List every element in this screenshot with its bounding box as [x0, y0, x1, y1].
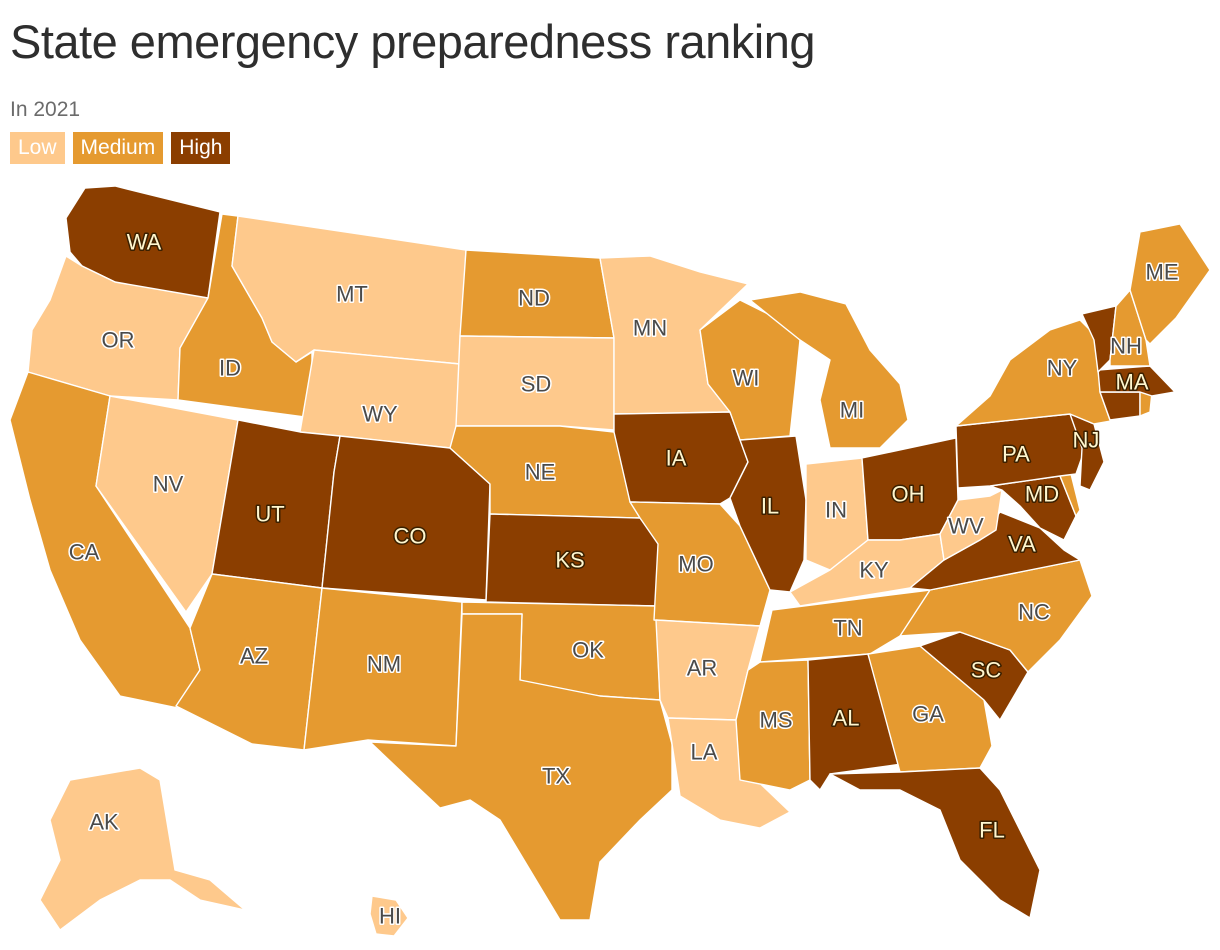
- state-label-wi: WI: [733, 366, 760, 391]
- state-label-ca: CA: [69, 540, 100, 565]
- state-label-ny: NY: [1047, 356, 1078, 381]
- state-hi: [369, 895, 409, 937]
- state-label-fl: FL: [979, 818, 1005, 843]
- state-label-pa: PA: [1002, 442, 1030, 467]
- page-title: State emergency preparedness ranking: [10, 15, 815, 68]
- state-label-in: IN: [825, 498, 847, 523]
- state-label-hi: HI: [379, 904, 401, 929]
- state-label-ak: AK: [89, 810, 119, 835]
- state-nm: [303, 587, 463, 751]
- state-label-ar: AR: [687, 656, 718, 681]
- state-label-sd: SD: [521, 372, 552, 397]
- state-labels: WA OR CA ID NV MT WY UT AZ CO NM ND SD N…: [67, 228, 1180, 930]
- state-label-sc: SC: [971, 658, 1002, 683]
- state-label-mt: MT: [336, 282, 368, 307]
- state-label-nc: NC: [1018, 600, 1050, 625]
- state-sd: [455, 335, 615, 431]
- state-label-nh: NH: [1110, 334, 1142, 359]
- state-label-ne: NE: [525, 460, 556, 485]
- state-label-co: CO: [394, 524, 427, 549]
- state-label-il: IL: [761, 494, 779, 519]
- state-fl: [829, 767, 1041, 919]
- state-label-mo: MO: [678, 552, 713, 577]
- state-label-ok: OK: [572, 638, 604, 663]
- legend-item-high: High: [171, 132, 231, 164]
- state-label-ga: GA: [912, 702, 944, 727]
- state-tx: [369, 613, 673, 921]
- state-label-ms: MS: [760, 708, 793, 733]
- state-wi: [699, 299, 801, 441]
- state-label-ma: MA: [1116, 370, 1149, 395]
- state-label-md: MD: [1025, 482, 1059, 507]
- state-label-wa: WA: [127, 230, 162, 255]
- state-label-or: OR: [102, 328, 135, 353]
- state-label-nv: NV: [153, 472, 184, 497]
- legend: Low Medium High: [10, 132, 231, 164]
- state-shapes: [9, 185, 1211, 937]
- state-label-wy: WY: [362, 402, 398, 427]
- state-nv: [95, 395, 239, 613]
- subtitle: In 2021: [10, 98, 81, 121]
- state-label-nm: NM: [367, 652, 401, 677]
- state-label-mi: MI: [840, 398, 864, 423]
- state-label-mn: MN: [633, 316, 667, 341]
- state-label-az: AZ: [240, 644, 268, 669]
- state-wy: [299, 349, 461, 449]
- state-label-va: VA: [1008, 532, 1036, 557]
- state-label-me: ME: [1146, 260, 1179, 285]
- state-label-ut: UT: [255, 502, 284, 527]
- legend-item-low: Low: [10, 132, 65, 164]
- state-label-tx: TX: [542, 764, 570, 789]
- state-nc: [899, 559, 1093, 673]
- state-label-nj: NJ: [1073, 428, 1100, 453]
- state-label-ks: KS: [555, 548, 584, 573]
- legend-item-medium: Medium: [72, 132, 164, 164]
- state-ak: [39, 767, 246, 931]
- state-label-la: LA: [691, 740, 718, 765]
- state-wv: [939, 489, 1003, 561]
- state-label-wv: WV: [948, 514, 984, 539]
- state-label-tn: TN: [833, 616, 862, 641]
- state-label-al: AL: [833, 706, 860, 731]
- state-label-nd: ND: [518, 286, 550, 311]
- state-label-ia: IA: [666, 446, 687, 471]
- state-mi: [749, 291, 909, 449]
- state-vt: [1081, 305, 1117, 373]
- state-label-oh: OH: [892, 482, 925, 507]
- state-me: [1129, 223, 1211, 345]
- state-il: [729, 435, 807, 593]
- state-label-ky: KY: [859, 558, 889, 583]
- state-label-id: ID: [219, 356, 241, 381]
